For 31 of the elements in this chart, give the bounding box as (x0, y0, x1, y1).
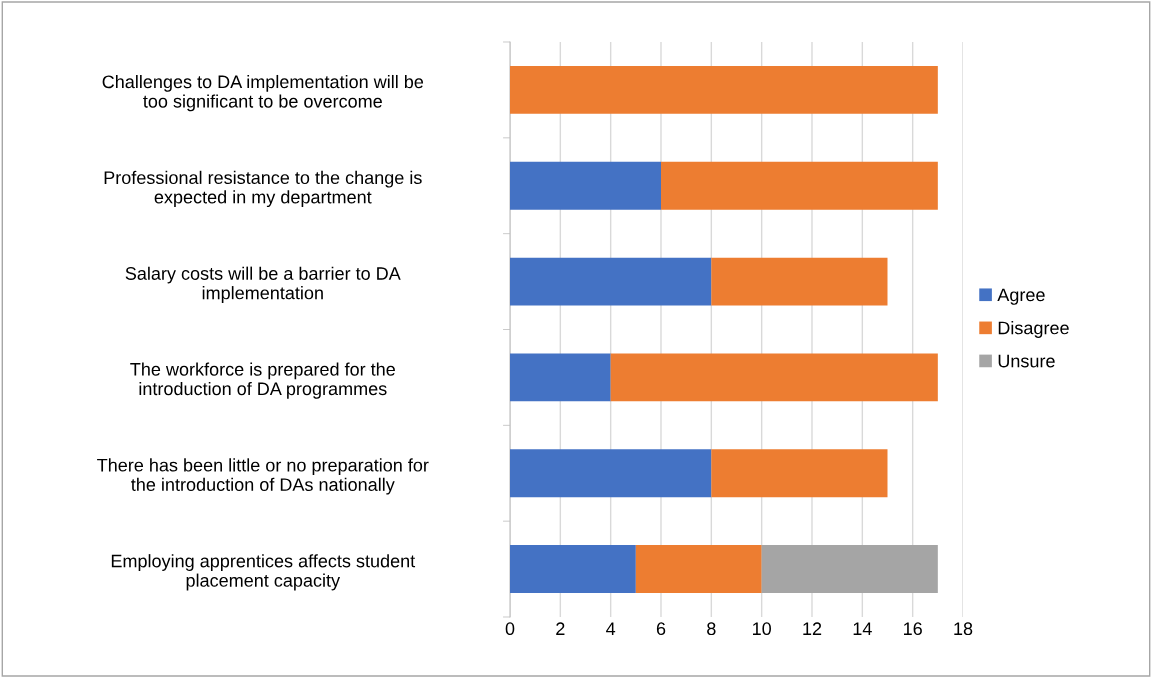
x-tick-label: 2 (556, 622, 565, 635)
legend-label: Agree (997, 288, 1045, 305)
x-tick-label: 8 (707, 622, 716, 636)
y-tick-label: There has been little or no preparation for the introduction of DAs nationally (97, 458, 429, 495)
y-tick-label: Salary costs will be a barrier to DA implementation (125, 266, 401, 303)
x-tick-label: 10 (753, 622, 771, 636)
bar (711, 257, 888, 306)
y-tick-label: Professional resistance to the change is expected in my department (104, 170, 422, 208)
bar (510, 161, 661, 210)
x-tick-label: 12 (803, 622, 822, 635)
bar (510, 257, 712, 306)
bar (510, 353, 611, 402)
x-tick-label: 0 (505, 622, 515, 636)
legend-label: Unsure (998, 354, 1055, 368)
bar (761, 545, 938, 594)
bar (510, 449, 712, 498)
bar (711, 449, 888, 498)
y-tick-label: Employing apprentices affects student placement capacity (111, 554, 416, 591)
x-tick-label: 4 (606, 622, 616, 635)
bar (635, 545, 762, 594)
x-tick-label: 14 (853, 622, 872, 635)
x-tick-label: 6 (656, 622, 666, 636)
bar (510, 65, 938, 114)
legend-label: Disagree (998, 321, 1069, 338)
x-tick-label: 16 (904, 622, 922, 636)
y-tick-label: The workforce is prepared for the introduction of DA programmes (130, 362, 395, 399)
bar (610, 353, 938, 402)
bar (661, 161, 938, 210)
bar (510, 545, 636, 594)
y-tick-label: Challenges to DA implementation will be too significant to be overcome (102, 74, 424, 112)
x-tick-label: 18 (954, 622, 973, 636)
